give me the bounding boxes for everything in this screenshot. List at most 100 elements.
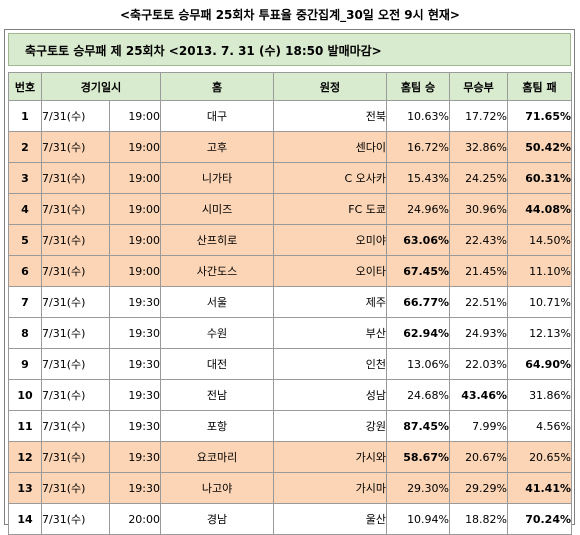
table-row: 3 7/31(수) 19:00 니가타 C 오사카 15.43% 24.25% 60.31% [8, 162, 573, 194]
match-number: 7 [8, 286, 42, 318]
header-num: 번호 [8, 72, 42, 101]
match-number: 2 [8, 131, 42, 163]
draw-rate: 32.86% [449, 131, 509, 163]
table-row: 14 7/31(수) 20:00 경남 울산 10.94% 18.82% 70.24% [8, 503, 573, 535]
home-win-rate: 10.94% [386, 503, 451, 535]
table-header-row: 번호 경기일시 홈 원정 홈팀 승 무승부 홈팀 패 [8, 72, 573, 101]
subtitle-bar: 축구토토 승무패 제 25회차 <2013. 7. 31 (수) 18:50 발… [8, 33, 571, 66]
home-team: 전남 [160, 379, 275, 411]
home-loss-rate: 71.65% [507, 100, 573, 132]
home-win-rate: 67.45% [386, 255, 451, 287]
table-row: 12 7/31(수) 19:30 요코마리 가시와 58.67% 20.67% 20.65% [8, 441, 573, 473]
draw-rate: 30.96% [449, 193, 509, 225]
match-date: 7/31(수) [41, 472, 110, 504]
draw-rate: 20.67% [449, 441, 509, 473]
vote-rate-table: 번호 경기일시 홈 원정 홈팀 승 무승부 홈팀 패 1 7/31(수) 19:00… [8, 72, 573, 535]
header-away: 원정 [273, 72, 388, 101]
home-loss-rate: 12.13% [507, 317, 573, 349]
table-row: 7 7/31(수) 19:30 서울 제주 66.77% 22.51% 10.71% [8, 286, 573, 318]
home-win-rate: 87.45% [386, 410, 451, 442]
home-loss-rate: 64.90% [507, 348, 573, 380]
match-date: 7/31(수) [41, 348, 110, 380]
away-team: 오이타 [273, 255, 388, 287]
draw-rate: 7.99% [449, 410, 509, 442]
header-home-loss: 홈팀 패 [507, 72, 573, 101]
home-loss-rate: 11.10% [507, 255, 573, 287]
match-date: 7/31(수) [41, 162, 110, 194]
home-win-rate: 62.94% [386, 317, 451, 349]
draw-rate: 22.43% [449, 224, 509, 256]
home-team: 사간도스 [160, 255, 275, 287]
home-team: 요코마리 [160, 441, 275, 473]
match-date: 7/31(수) [41, 131, 110, 163]
match-number: 1 [8, 100, 42, 132]
table-body: 1 7/31(수) 19:00 대구 전북 10.63% 17.72% 71.65% 2 7/31… [8, 100, 573, 535]
match-date: 7/31(수) [41, 441, 110, 473]
home-loss-rate: 4.56% [507, 410, 573, 442]
draw-rate: 22.51% [449, 286, 509, 318]
home-team: 시미즈 [160, 193, 275, 225]
match-date: 7/31(수) [41, 193, 110, 225]
table-row: 1 7/31(수) 19:00 대구 전북 10.63% 17.72% 71.65% [8, 100, 573, 132]
table-row: 5 7/31(수) 19:00 산프히로 오미야 63.06% 22.43% 14.50% [8, 224, 573, 256]
round-subtitle: 축구토토 승무패 제 25회차 <2013. 7. 31 (수) 18:50 발… [25, 44, 382, 58]
header-home: 홈 [160, 72, 275, 101]
away-team: 부산 [273, 317, 388, 349]
away-team: 제주 [273, 286, 388, 318]
match-number: 8 [8, 317, 42, 349]
draw-rate: 24.25% [449, 162, 509, 194]
home-team: 니가타 [160, 162, 275, 194]
home-team: 포항 [160, 410, 275, 442]
match-number: 3 [8, 162, 42, 194]
match-number: 6 [8, 255, 42, 287]
home-win-rate: 10.63% [386, 100, 451, 132]
away-team: 울산 [273, 503, 388, 535]
home-win-rate: 24.96% [386, 193, 451, 225]
match-date: 7/31(수) [41, 410, 110, 442]
match-number: 4 [8, 193, 42, 225]
home-team: 나고야 [160, 472, 275, 504]
match-number: 5 [8, 224, 42, 256]
draw-rate: 21.45% [449, 255, 509, 287]
match-time: 19:00 [108, 255, 162, 287]
draw-rate: 18.82% [449, 503, 509, 535]
match-date: 7/31(수) [41, 224, 110, 256]
match-number: 13 [8, 472, 42, 504]
table-row: 9 7/31(수) 19:30 대전 인천 13.06% 22.03% 64.90% [8, 348, 573, 380]
match-number: 9 [8, 348, 42, 380]
match-number: 12 [8, 441, 42, 473]
home-win-rate: 66.77% [386, 286, 451, 318]
table-row: 10 7/31(수) 19:30 전남 성남 24.68% 43.46% 31.86% [8, 379, 573, 411]
match-time: 19:30 [108, 317, 162, 349]
home-loss-rate: 50.42% [507, 131, 573, 163]
away-team: 인천 [273, 348, 388, 380]
table-row: 2 7/31(수) 19:00 고후 센다이 16.72% 32.86% 50.42% [8, 131, 573, 163]
away-team: 센다이 [273, 131, 388, 163]
match-time: 19:30 [108, 441, 162, 473]
table-row: 4 7/31(수) 19:00 시미즈 FC 도쿄 24.96% 30.96% 44.08% [8, 193, 573, 225]
match-number: 14 [8, 503, 42, 535]
table-row: 13 7/31(수) 19:30 나고야 가시마 29.30% 29.29% 41.41% [8, 472, 573, 504]
match-time: 19:00 [108, 224, 162, 256]
home-team: 경남 [160, 503, 275, 535]
away-team: 강원 [273, 410, 388, 442]
match-date: 7/31(수) [41, 503, 110, 535]
away-team: FC 도쿄 [273, 193, 388, 225]
home-team: 대전 [160, 348, 275, 380]
match-time: 19:00 [108, 162, 162, 194]
draw-rate: 24.93% [449, 317, 509, 349]
match-time: 19:30 [108, 348, 162, 380]
home-team: 서울 [160, 286, 275, 318]
table-row: 6 7/31(수) 19:00 사간도스 오이타 67.45% 21.45% 11.10% [8, 255, 573, 287]
home-team: 고후 [160, 131, 275, 163]
match-date: 7/31(수) [41, 255, 110, 287]
home-loss-rate: 44.08% [507, 193, 573, 225]
away-team: 오미야 [273, 224, 388, 256]
away-team: C 오사카 [273, 162, 388, 194]
home-win-rate: 63.06% [386, 224, 451, 256]
home-loss-rate: 41.41% [507, 472, 573, 504]
home-loss-rate: 10.71% [507, 286, 573, 318]
draw-rate: 43.46% [449, 379, 509, 411]
draw-rate: 22.03% [449, 348, 509, 380]
match-time: 19:30 [108, 410, 162, 442]
